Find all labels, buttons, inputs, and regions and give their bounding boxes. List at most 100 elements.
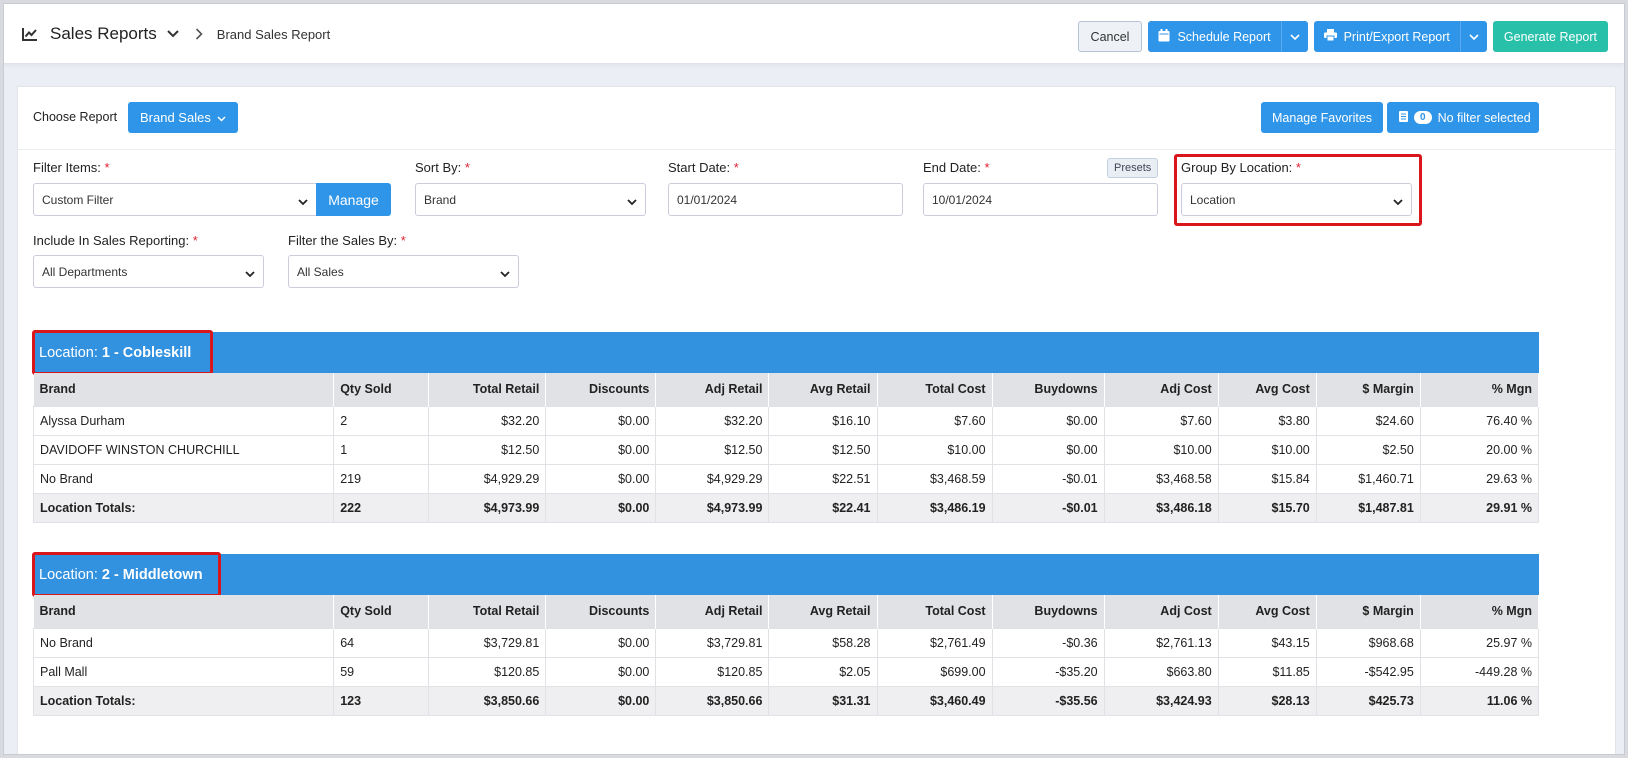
location-header: Location: 2 - Middletown [33,554,1539,595]
sort-by-select[interactable]: Brand [415,183,646,216]
table-row: Pall Mall 59 $120.85 $0.00 $120.85 $2.05 $699.… [32,656,1540,687]
table-cell: -$35.20 [991,656,1105,687]
table-cell: $0.00 [545,434,657,465]
table-cell: 20.00 % [1419,434,1540,465]
filter-items-label: Filter Items: * [33,160,110,175]
table-cell: -$0.01 [991,463,1105,494]
manage-favorites-button[interactable]: Manage Favorites [1261,102,1384,133]
column-header: Buydowns [992,373,1105,406]
column-header: $ Margin [1316,373,1421,406]
report-card: Choose Report Brand Sales Manage Favorit… [17,86,1616,754]
table-cell: $7.60 [876,405,993,436]
table-cell: $425.73 [1315,685,1421,716]
table-cell: $0.00 [545,405,657,436]
filter-sales-value: All Sales [297,264,344,279]
table-cell: $58.28 [768,627,878,658]
table-cell: Location Totals: [32,492,335,523]
table-row: No Brand 219 $4,929.29 $0.00 $4,929.29 $22.51… [32,463,1540,494]
column-header: % Mgn [1420,373,1540,406]
table-cell: $0.00 [545,685,657,716]
chevron-down-icon[interactable] [167,30,179,38]
table-cell: $0.00 [991,434,1105,465]
chevron-down-icon [298,195,308,209]
table-cell: $12.50 [428,434,547,465]
include-in-sales-label: Include In Sales Reporting: * [33,233,198,248]
filter-list-icon [1399,110,1408,125]
presets-button[interactable]: Presets [1107,158,1159,178]
table-cell: $968.68 [1315,627,1421,658]
end-date-input[interactable]: 10/01/2024 [923,183,1158,216]
column-header: Adj Retail [655,595,770,628]
filter-items-select[interactable]: Custom Filter [33,183,317,216]
report-dropdown[interactable]: Brand Sales [128,102,238,133]
table-cell: $699.00 [876,656,993,687]
filter-sales-select[interactable]: All Sales [288,255,519,288]
table-cell: $10.00 [1217,434,1317,465]
table-cell: 123 [333,685,430,716]
table-cell: $22.51 [768,463,878,494]
column-header: Brand [33,595,335,628]
table-cell: 76.40 % [1419,405,1540,436]
chevron-down-icon [500,267,510,281]
table-cell: $0.00 [545,463,657,494]
print-export-button[interactable]: Print/Export Report [1313,21,1487,52]
chevron-right-icon [195,28,203,40]
table-cell: $3,424.93 [1103,685,1219,716]
table-cell: $15.70 [1217,492,1317,523]
location-header: Location: 1 - Cobleskill [33,332,1539,373]
table-cell: 2 [333,405,430,436]
table-cell: 1 [333,434,430,465]
column-header: Qty Sold [333,595,430,628]
table-cell: 29.91 % [1419,492,1540,523]
print-export-label: Print/Export Report [1343,29,1450,44]
table-cell: $24.60 [1315,405,1421,436]
table-cell: $3,729.81 [655,627,770,658]
include-in-sales-select[interactable]: All Departments [33,255,264,288]
column-header: Total Retail [428,373,547,406]
table-cell: 219 [333,463,430,494]
column-header: Discounts [545,373,657,406]
table-cell: 64 [333,627,430,658]
schedule-report-button[interactable]: Schedule Report [1148,21,1308,52]
app-title[interactable]: Sales Reports [50,24,157,43]
report-dropdown-label: Brand Sales [140,110,211,125]
group-by-location-select[interactable]: Location [1181,183,1412,216]
sort-by-value: Brand [424,192,457,207]
table-cell: $4,973.99 [655,492,770,523]
table-cell: $32.20 [655,405,770,436]
table-cell: $2.05 [768,656,878,687]
chevron-down-icon[interactable] [1461,21,1487,52]
table-cell: $3,729.81 [428,627,547,658]
column-header: Buydowns [992,595,1105,628]
brand-sales-table: Brand Qty Sold Total Retail Discounts Adj Re… [32,373,1540,523]
table-cell: 222 [333,492,430,523]
printer-icon [1323,29,1337,44]
manage-filter-button[interactable]: Manage [316,183,391,216]
table-cell: $3,850.66 [428,685,547,716]
start-date-input[interactable]: 01/01/2024 [668,183,903,216]
column-header: Qty Sold [333,373,430,406]
filter-count-badge: 0 [1414,111,1432,124]
table-cell: $0.00 [991,405,1105,436]
chevron-down-icon[interactable] [1282,21,1308,52]
table-cell: $12.50 [768,434,878,465]
column-header: Adj Retail [655,373,770,406]
table-header-row: Brand Qty Sold Total Retail Discounts Adj Re… [33,595,1540,628]
filter-status-button[interactable]: 0 No filter selected [1387,102,1539,133]
table-cell: $15.84 [1217,463,1317,494]
table-cell: $2,761.13 [1103,627,1219,658]
table-cell: -449.28 % [1419,656,1540,687]
column-header: Avg Retail [768,373,878,406]
chevron-down-icon [1393,195,1403,209]
end-date-label: End Date: * [923,160,990,175]
cancel-button[interactable]: Cancel [1077,21,1143,52]
table-header-row: Brand Qty Sold Total Retail Discounts Adj Re… [33,373,1540,406]
totals-row: Location Totals: 222 $4,973.99 $0.00 $4,973.… [32,492,1540,523]
table-cell: $10.00 [1103,434,1219,465]
generate-report-button[interactable]: Generate Report [1492,21,1608,52]
table-cell: Location Totals: [32,685,335,716]
location-prefix: Location: [39,344,98,361]
table-cell: DAVIDOFF WINSTON CHURCHILL [32,434,335,465]
calendar-icon [1158,28,1170,45]
table-cell: $43.15 [1217,627,1317,658]
